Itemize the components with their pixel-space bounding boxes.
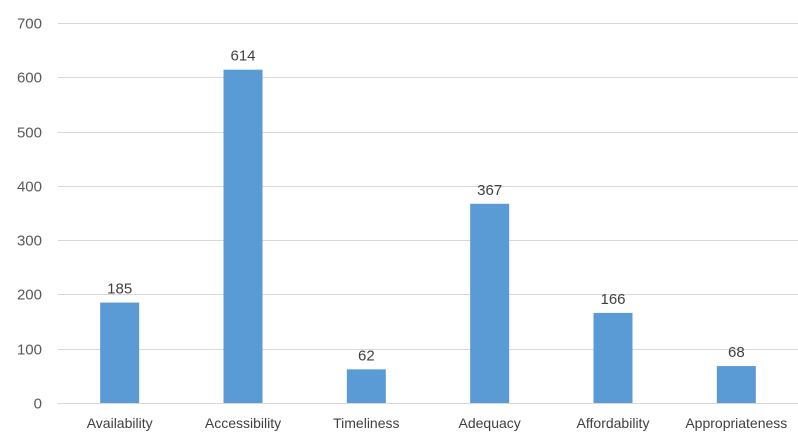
data-label: 367 xyxy=(477,182,502,199)
x-tick-label: Adequacy xyxy=(459,415,521,431)
x-tick-label: Affordability xyxy=(577,415,650,431)
x-tick-label: Appropriateness xyxy=(685,415,787,431)
x-axis-tick-labels: Availability Accessibility Timeliness Adequ… xyxy=(87,415,788,431)
y-tick-label: 600 xyxy=(17,70,42,87)
bar xyxy=(594,313,633,403)
data-labels: 185 614 62 367 166 68 xyxy=(107,48,745,365)
x-tick-label: Timeliness xyxy=(333,415,399,431)
data-label: 68 xyxy=(728,344,745,361)
y-tick-label: 100 xyxy=(17,342,42,359)
bar xyxy=(224,70,263,403)
x-tick-label: Availability xyxy=(87,415,153,431)
gridlines xyxy=(58,24,798,404)
bar xyxy=(717,366,756,403)
bar xyxy=(100,303,139,403)
y-tick-label: 0 xyxy=(34,396,42,413)
y-tick-label: 300 xyxy=(17,233,42,250)
y-axis-tick-labels: 0 100 200 300 400 500 600 700 xyxy=(17,16,42,413)
data-label: 166 xyxy=(600,291,625,308)
y-tick-label: 700 xyxy=(17,16,42,33)
x-tick-label: Accessibility xyxy=(205,415,281,431)
bar xyxy=(347,369,386,403)
bar xyxy=(470,204,509,403)
y-tick-label: 200 xyxy=(17,287,42,304)
y-tick-label: 500 xyxy=(17,125,42,142)
y-tick-label: 400 xyxy=(17,179,42,196)
data-label: 614 xyxy=(230,48,255,65)
data-label: 62 xyxy=(358,347,375,364)
data-label: 185 xyxy=(107,281,132,298)
bars xyxy=(100,70,756,403)
